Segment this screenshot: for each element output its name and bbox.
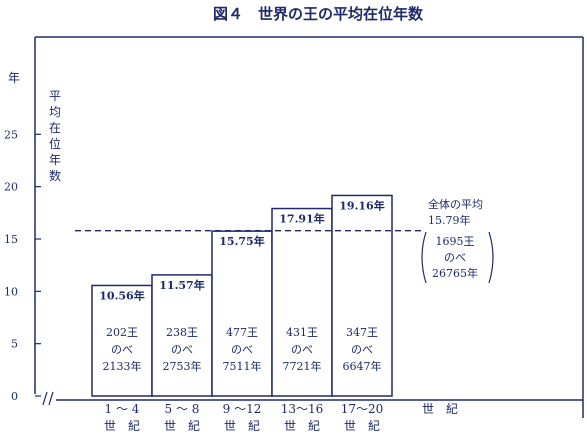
average-kings: 1695王	[436, 235, 475, 248]
bar-count-kings: 347王	[346, 326, 378, 339]
bar-count-kings: 238王	[166, 326, 198, 339]
x-tick-label-century: 世 紀	[224, 419, 260, 433]
y-axis-title-char: 均	[49, 105, 61, 119]
bar-count-years: 2133年	[103, 359, 142, 373]
x-axis: 1 ～ 4 世 紀 5 ～ 8 世 紀 9 ～12 世 紀 13～16 世 紀 17～20 世 紀	[104, 402, 383, 433]
y-axis-title-char: 数	[49, 168, 61, 183]
bar-value-label: 11.57年	[159, 278, 204, 292]
axis-break-mark	[42, 391, 54, 406]
bar-count-kings: 431王	[286, 326, 318, 339]
bar-count-years: 2753年	[163, 359, 202, 373]
y-tick-label: 15	[4, 233, 18, 246]
bar	[271, 207, 333, 397]
average-right-paren	[488, 231, 494, 284]
x-tick-label: 5 ～ 8	[165, 402, 200, 416]
bar-value-label: 17.91年	[279, 212, 324, 226]
average-value-label: 15.79年	[428, 213, 471, 227]
y-axis-title-char: 年	[49, 153, 61, 167]
bar	[211, 230, 273, 397]
y-axis-title-char: 在	[49, 121, 61, 135]
y-unit-label: 年	[8, 71, 20, 85]
y-axis: 0 5 10 15 20 25	[4, 128, 41, 403]
x-tick-label-century: 世 紀	[284, 419, 320, 433]
x-tick-label: 17～20	[341, 402, 384, 416]
bar-count-kings: 202王	[106, 326, 138, 339]
x-tick-label: 13～16	[281, 402, 324, 416]
chart-title: 図４ 世界の王の平均在位年数	[213, 5, 424, 23]
axis-break-stroke-1	[42, 391, 48, 406]
y-tick-label: 5	[11, 338, 18, 351]
average-label: 全体の平均	[428, 197, 483, 211]
bar	[331, 194, 393, 397]
x-tick-label-century: 世 紀	[104, 419, 140, 433]
y-tick-label: 10	[4, 285, 18, 298]
y-axis-title-char: 平	[49, 89, 61, 103]
average-nobe: のべ	[444, 251, 466, 264]
bar-count-nobe: のべ	[351, 343, 373, 356]
y-tick-label: 0	[11, 390, 18, 403]
bar-value-label: 19.16年	[339, 198, 384, 212]
average-left-paren	[421, 231, 427, 284]
x-tick-label-century: 世 紀	[344, 419, 380, 433]
bar-count-nobe: のべ	[171, 343, 193, 356]
bar-count-years: 6647年	[343, 359, 382, 373]
x-tick-label: 1 ～ 4	[105, 402, 140, 416]
bar-value-label: 15.75年	[219, 234, 264, 248]
bar-count-nobe: のべ	[291, 343, 313, 356]
bar-count-nobe: のべ	[111, 343, 133, 356]
y-axis-title: 平均在位年数	[49, 89, 61, 183]
axis-break-stroke-2	[48, 391, 54, 406]
bar	[91, 284, 153, 397]
x-tick-label: 9 ～12	[223, 402, 262, 416]
bar-count-nobe: のべ	[231, 343, 253, 356]
y-axis-title-char: 位	[49, 136, 61, 151]
bar-count-years: 7511年	[223, 359, 262, 373]
average-years: 26765年	[432, 266, 478, 280]
x-tick-label-century: 世 紀	[164, 419, 200, 433]
bar	[151, 274, 213, 397]
plot-frame	[34, 36, 584, 418]
bar-count-kings: 477王	[226, 326, 258, 339]
y-tick-label: 20	[4, 181, 18, 194]
bar-count-years: 7721年	[283, 359, 322, 373]
x-axis-title: 世 紀	[422, 402, 458, 416]
y-tick-label: 25	[4, 128, 18, 141]
bar-value-label: 10.56年	[99, 288, 144, 302]
